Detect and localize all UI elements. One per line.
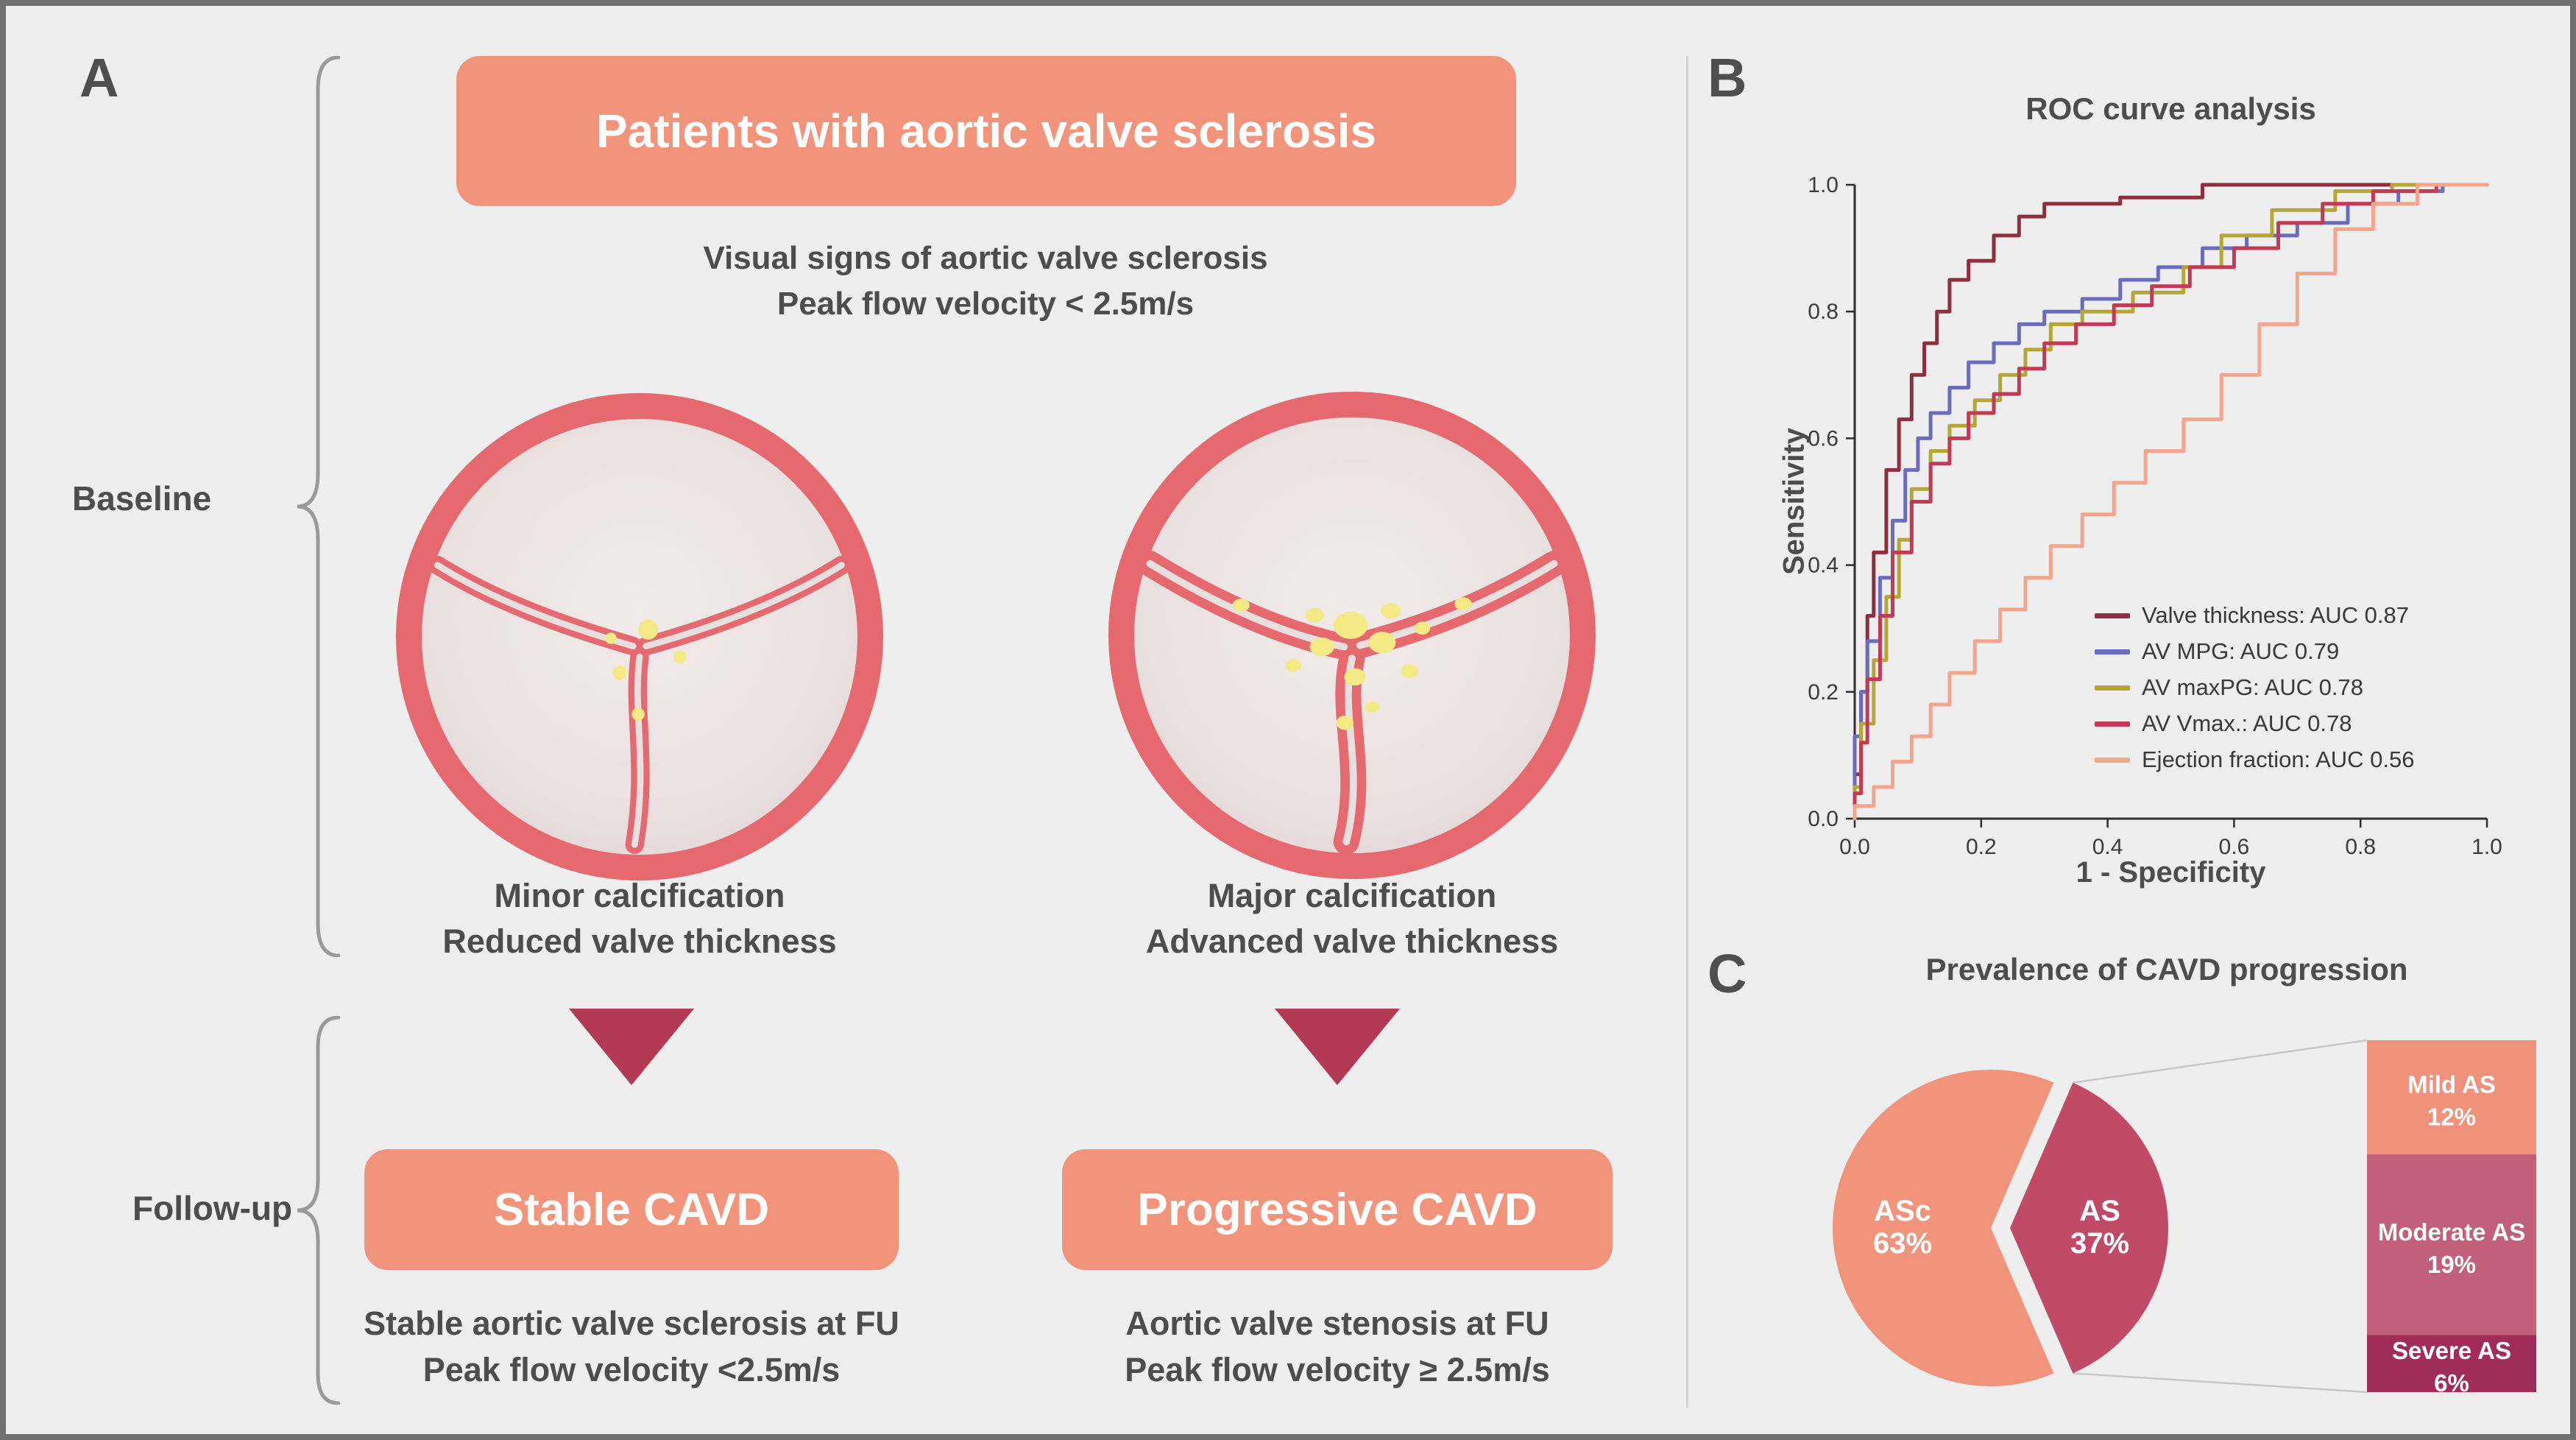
- roc-plot: 0.0 0.2 0.4 0.6 0.8 1.0 0.0 0.2 0.4 0.6 0.8 1.0: [1808, 173, 2502, 859]
- pie-label-as: 37%: [2070, 1227, 2129, 1260]
- y-tick-label: 0.4: [1808, 554, 1839, 578]
- baseline-criteria: Visual signs of aortic valve sclerosis P…: [544, 236, 1427, 327]
- patients-title-box: Patients with aortic valve sclerosis: [456, 56, 1516, 206]
- roc-xlabel: 1 - Specificity: [2076, 856, 2266, 889]
- roc-title: ROC curve analysis: [2025, 91, 2316, 126]
- pie-label-as: AS: [2079, 1195, 2120, 1227]
- bar-segment-label: 12%: [2427, 1104, 2476, 1131]
- y-tick-label: 0.0: [1808, 807, 1839, 831]
- legend-swatch: [2095, 685, 2130, 691]
- connector-top: [2073, 1039, 2368, 1084]
- stable-outcome-caption: Stable aortic valve sclerosis at FU Peak…: [300, 1300, 963, 1393]
- legend-swatch: [2095, 613, 2130, 618]
- minor-caption-line2: Reduced valve thickness: [442, 922, 837, 960]
- stable-cavd-text: Stable CAVD: [493, 1184, 770, 1235]
- connector-bottom: [2073, 1372, 2368, 1394]
- legend-swatch: [2095, 757, 2130, 763]
- y-tick-label: 0.2: [1808, 680, 1839, 705]
- roc-legend-item: Ejection fraction: AUC 0.56: [2095, 747, 2414, 773]
- roc-curve: [1853, 183, 2489, 821]
- progressive-outcome-caption: Aortic valve stenosis at FU Peak flow ve…: [1006, 1300, 1669, 1393]
- roc-curve: [1853, 183, 2489, 821]
- y-tick-label: 0.8: [1808, 300, 1839, 324]
- stable-outcome-line2: Peak flow velocity <2.5m/s: [422, 1351, 841, 1388]
- progressive-outcome-line2: Peak flow velocity ≥ 2.5m/s: [1125, 1351, 1550, 1388]
- followup-brace: [297, 1016, 341, 1405]
- arrow-down-left: [569, 1009, 694, 1085]
- major-caption-line2: Advanced valve thickness: [1145, 922, 1559, 960]
- minor-caption-line1: Minor calcification: [494, 877, 785, 914]
- valve-ring: [396, 393, 883, 880]
- bar-segment-label: 6%: [2434, 1369, 2469, 1397]
- bar-segment-mild-as: [2367, 1040, 2536, 1155]
- panel-c-label: C: [1708, 943, 1747, 1004]
- bar-segment-label: Mild AS: [2407, 1071, 2496, 1098]
- stable-outcome-line1: Stable aortic valve sclerosis at FU: [364, 1305, 899, 1342]
- bar-segment-label: Moderate AS: [2378, 1218, 2525, 1246]
- followup-label: Follow-up: [132, 1189, 293, 1227]
- roc-curve: [1853, 183, 2489, 821]
- x-tick-label: 0.8: [2345, 835, 2376, 859]
- y-tick-label: 1.0: [1808, 173, 1839, 197]
- pie-label-asc: ASc: [1874, 1195, 1931, 1227]
- panel-divider: [1686, 56, 1688, 1408]
- legend-label: Valve thickness: AUC 0.87: [2142, 602, 2409, 628]
- bar-segment-label: Severe AS: [2392, 1337, 2511, 1364]
- x-tick-label: 0.2: [1966, 835, 1997, 859]
- valve-illustration-major: [1108, 392, 1596, 879]
- x-tick-label: 1.0: [2471, 835, 2502, 859]
- roc-legend-item: Valve thickness: AUC 0.87: [2095, 602, 2414, 629]
- roc-legend: Valve thickness: AUC 0.87 AV MPG: AUC 0.7…: [2095, 602, 2414, 783]
- legend-swatch: [2095, 649, 2130, 654]
- progressive-outcome-line1: Aortic valve stenosis at FU: [1125, 1305, 1549, 1342]
- roc-legend-item: AV MPG: AUC 0.79: [2095, 638, 2414, 665]
- legend-label: AV Vmax.: AUC 0.78: [2142, 710, 2352, 736]
- x-tick-label: 0.0: [1839, 835, 1870, 859]
- legend-swatch: [2095, 721, 2130, 727]
- pie-label-asc: 63%: [1873, 1227, 1932, 1260]
- prevalence-title: Prevalence of CAVD progression: [1925, 952, 2408, 987]
- baseline-criteria-line2: Peak flow velocity < 2.5m/s: [776, 286, 1195, 322]
- valve-illustration-minor: [396, 393, 883, 880]
- roc-legend-item: AV Vmax.: AUC 0.78: [2095, 710, 2414, 737]
- major-caption-line1: Major calcification: [1207, 877, 1497, 914]
- x-tick-label: 0.4: [2092, 835, 2123, 859]
- roc-curve: [1853, 183, 2489, 821]
- panel-b-label: B: [1708, 47, 1747, 108]
- panel-a-label: A: [79, 47, 119, 108]
- minor-valve-caption: Minor calcification Reduced valve thickn…: [308, 873, 971, 964]
- arrow-down-right: [1275, 1009, 1400, 1085]
- y-tick-label: 0.6: [1808, 426, 1839, 451]
- calcification-spots-minor: [605, 619, 687, 721]
- progressive-cavd-text: Progressive CAVD: [1137, 1184, 1538, 1235]
- patients-title-text: Patients with aortic valve sclerosis: [595, 105, 1377, 158]
- x-tick-label: 0.6: [2219, 835, 2250, 859]
- bar-segment-moderate-as: [2367, 1154, 2536, 1335]
- baseline-label: Baseline: [72, 479, 212, 518]
- roc-ylabel: Sensitivity: [1777, 427, 1811, 576]
- major-valve-caption: Major calcification Advanced valve thick…: [1021, 873, 1683, 964]
- baseline-criteria-line1: Visual signs of aortic valve sclerosis: [703, 240, 1268, 276]
- bar-segment-label: 19%: [2427, 1251, 2476, 1278]
- pie-slice-as: [2010, 1082, 2168, 1374]
- roc-curve: [1853, 183, 2489, 821]
- legend-label: AV maxPG: AUC 0.78: [2142, 674, 2363, 700]
- calcification-spots-major: [1232, 597, 1472, 730]
- legend-label: Ejection fraction: AUC 0.56: [2142, 747, 2415, 772]
- pie-slice-asc: [1833, 1070, 2054, 1386]
- legend-label: AV MPG: AUC 0.79: [2142, 638, 2340, 664]
- stable-cavd-box: Stable CAVD: [364, 1149, 899, 1270]
- roc-legend-item: AV maxPG: AUC 0.78: [2095, 674, 2414, 701]
- progressive-cavd-box: Progressive CAVD: [1062, 1149, 1613, 1270]
- bar-segment-severe-as: [2367, 1335, 2536, 1392]
- baseline-brace: [297, 56, 341, 957]
